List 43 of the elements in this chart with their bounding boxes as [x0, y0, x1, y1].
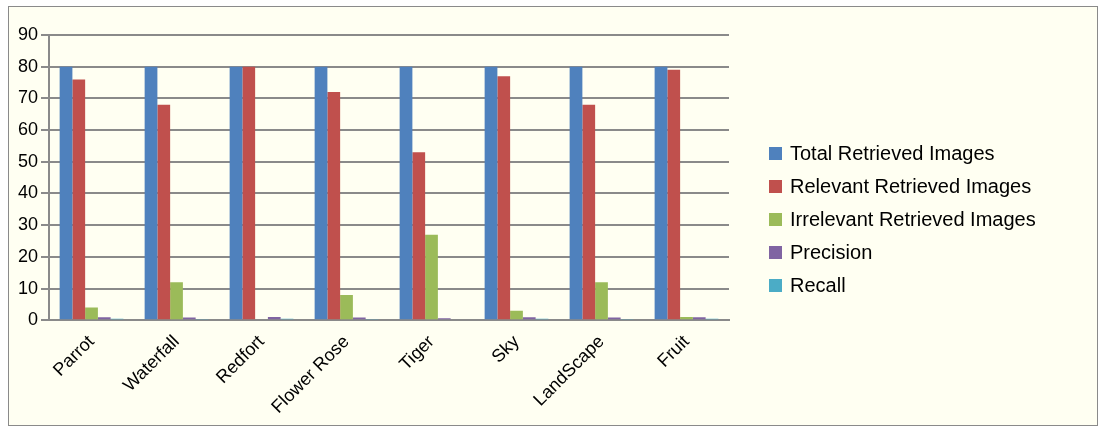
- y-tick-label: 20: [17, 245, 39, 266]
- bar: [157, 104, 171, 320]
- bar: [667, 69, 681, 320]
- bar: [425, 234, 438, 320]
- bar: [692, 317, 706, 320]
- y-tick-label: 70: [17, 87, 39, 108]
- legend-label: Total Retrieved Images: [790, 142, 995, 165]
- bar: [97, 317, 111, 320]
- y-tick-label: 80: [17, 55, 39, 76]
- bar: [144, 66, 158, 320]
- legend-label: Precision: [790, 241, 873, 264]
- bar: [59, 66, 73, 320]
- y-tick-label: 60: [17, 119, 39, 140]
- legend-label: Relevant Retrieved Images: [790, 175, 1032, 198]
- y-tick-label: 90: [17, 23, 39, 44]
- y-tick-label: 0: [28, 309, 39, 330]
- bar: [412, 152, 426, 320]
- bar: [510, 310, 523, 320]
- x-tick-label: Sky: [487, 331, 523, 367]
- bar: [595, 282, 608, 320]
- bar: [522, 317, 536, 320]
- legend-label: Irrelevant Retrieved Images: [790, 208, 1036, 231]
- legend-label: Recall: [790, 274, 846, 297]
- bar: [229, 66, 243, 320]
- bar: [654, 66, 668, 320]
- bar: [327, 92, 341, 320]
- bar: [340, 294, 353, 320]
- bar: [680, 317, 693, 320]
- bar: [569, 66, 583, 320]
- y-tick-label: 30: [17, 214, 39, 235]
- y-tick-label: 10: [17, 277, 39, 298]
- y-tick-label: 50: [17, 150, 39, 171]
- bar: [170, 282, 183, 320]
- y-tick-label: 40: [17, 182, 39, 203]
- bar: [242, 66, 256, 320]
- bar: [497, 76, 511, 320]
- bar: [399, 66, 413, 320]
- bar: [85, 307, 98, 320]
- bar: [582, 104, 596, 320]
- bar: [267, 317, 281, 320]
- bar: [72, 79, 86, 320]
- bar: [314, 66, 328, 320]
- bar: [484, 66, 498, 320]
